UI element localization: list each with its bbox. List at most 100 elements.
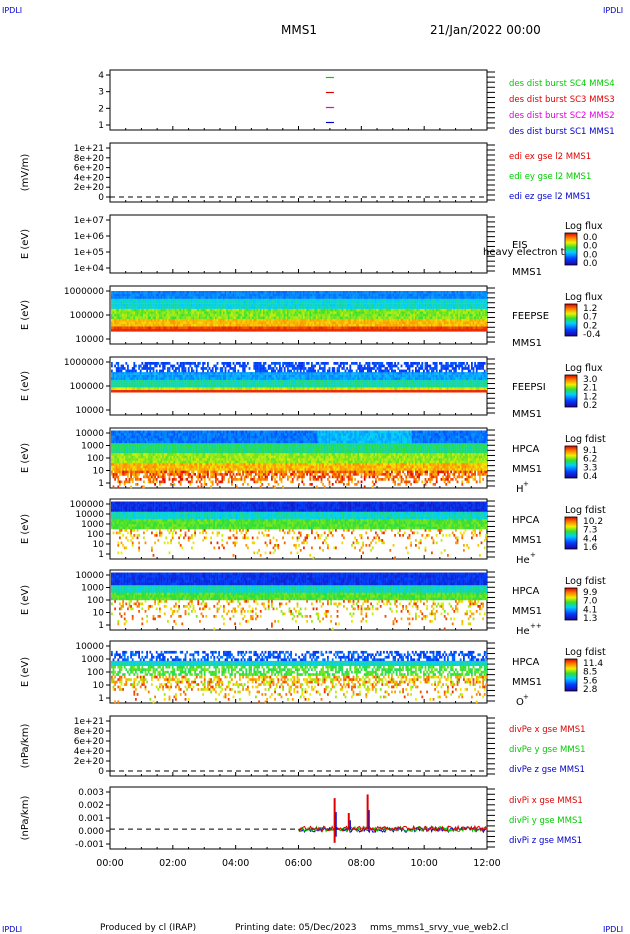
heat-cell [339, 313, 342, 317]
heat-cell [328, 318, 331, 322]
heat-cell [335, 303, 337, 307]
heat-cell [394, 311, 396, 314]
heat-cell [117, 301, 120, 304]
heat-cell [480, 311, 483, 314]
heat-cell [125, 362, 128, 365]
heat-cell [399, 311, 401, 314]
heat-cell [240, 323, 243, 327]
heat-cell [285, 316, 288, 320]
heat-cell [333, 328, 336, 332]
heat-cell [475, 311, 478, 314]
heat-cell [312, 308, 315, 312]
heat-cell [407, 291, 409, 294]
heat-cell [253, 372, 256, 375]
heat-cell [312, 323, 315, 327]
heat-cell [221, 318, 224, 322]
heat-cell [133, 301, 136, 304]
heat-cell [162, 291, 164, 294]
heat-cell [477, 293, 480, 297]
heat-cell [186, 328, 188, 332]
heat-cell [451, 303, 454, 307]
heat-cell [117, 323, 120, 327]
heat-cell [370, 328, 372, 332]
heat-cell [215, 311, 217, 314]
heat-cell [405, 311, 408, 314]
heat-cell [376, 323, 379, 327]
heat-cell [235, 291, 238, 294]
heat-cell [195, 372, 198, 375]
heat-cell [207, 296, 209, 299]
heat-cell [263, 303, 265, 307]
heat-cell [319, 291, 321, 294]
heat-cell [152, 296, 155, 299]
heat-cell [210, 374, 212, 378]
heat-cell [253, 296, 256, 299]
heat-cell [187, 384, 190, 388]
heat-cell [421, 306, 424, 309]
heat-cell [399, 301, 401, 304]
heat-cell [175, 326, 177, 330]
heat-cell [259, 321, 262, 325]
heat-cell [405, 291, 408, 294]
heat-cell [165, 321, 168, 325]
heat-cell [253, 389, 256, 393]
heat-cell [232, 384, 235, 388]
heat-cell [386, 318, 388, 322]
heat-cell [373, 296, 376, 299]
heat-cell [162, 384, 164, 388]
heat-cell [411, 328, 414, 332]
heat-cell [194, 379, 196, 383]
heat-cell [275, 318, 278, 322]
heat-cell [173, 303, 176, 307]
heat-cell [463, 291, 465, 294]
heat-cell [195, 382, 198, 385]
heat-cell [391, 326, 393, 330]
heat-cell [183, 293, 185, 297]
heat-cell [189, 364, 192, 368]
heat-cell [232, 301, 235, 304]
heat-cell [146, 318, 148, 322]
heat-cell [240, 311, 243, 314]
heat-cell [258, 313, 260, 317]
heat-cell [199, 326, 201, 330]
heat-cell [128, 296, 131, 299]
heat-cell [392, 318, 395, 322]
heat-cell [464, 313, 467, 317]
heat-cell [112, 303, 115, 307]
heat-cell [411, 308, 414, 312]
heat-cell [229, 298, 232, 302]
heat-cell [138, 321, 140, 325]
heat-cell [186, 308, 188, 312]
heat-cell [179, 384, 182, 388]
heat-cell [119, 389, 121, 393]
heat-cell [480, 291, 483, 294]
heat-cell [296, 318, 299, 322]
heat-cell [178, 298, 180, 302]
heat-cell [461, 293, 464, 297]
heat-cell [354, 316, 356, 320]
heat-cell [218, 298, 220, 302]
heat-cell [242, 372, 244, 375]
heat-cell [443, 301, 446, 304]
heat-cell [362, 316, 364, 320]
heat-cell [194, 364, 196, 368]
heat-cell [485, 306, 488, 309]
heat-cell [258, 326, 260, 330]
heat-cell [114, 303, 116, 307]
heat-cell [213, 384, 216, 388]
heat-cell [128, 311, 131, 314]
heat-cell [282, 306, 284, 309]
heat-cell [437, 313, 440, 317]
heat-cell [360, 298, 363, 302]
legend-entry: des dist burst SC1 MMS1 [509, 127, 615, 137]
heat-cell [146, 316, 148, 320]
heat-cell [119, 328, 121, 332]
heat-cell [477, 301, 480, 304]
heat-cell [205, 379, 208, 383]
heat-cell [251, 301, 254, 304]
heat-cell [291, 291, 294, 294]
heat-cell [195, 298, 198, 302]
heat-cell [139, 387, 142, 391]
heat-cell [319, 308, 321, 312]
heat-cell [359, 323, 361, 327]
